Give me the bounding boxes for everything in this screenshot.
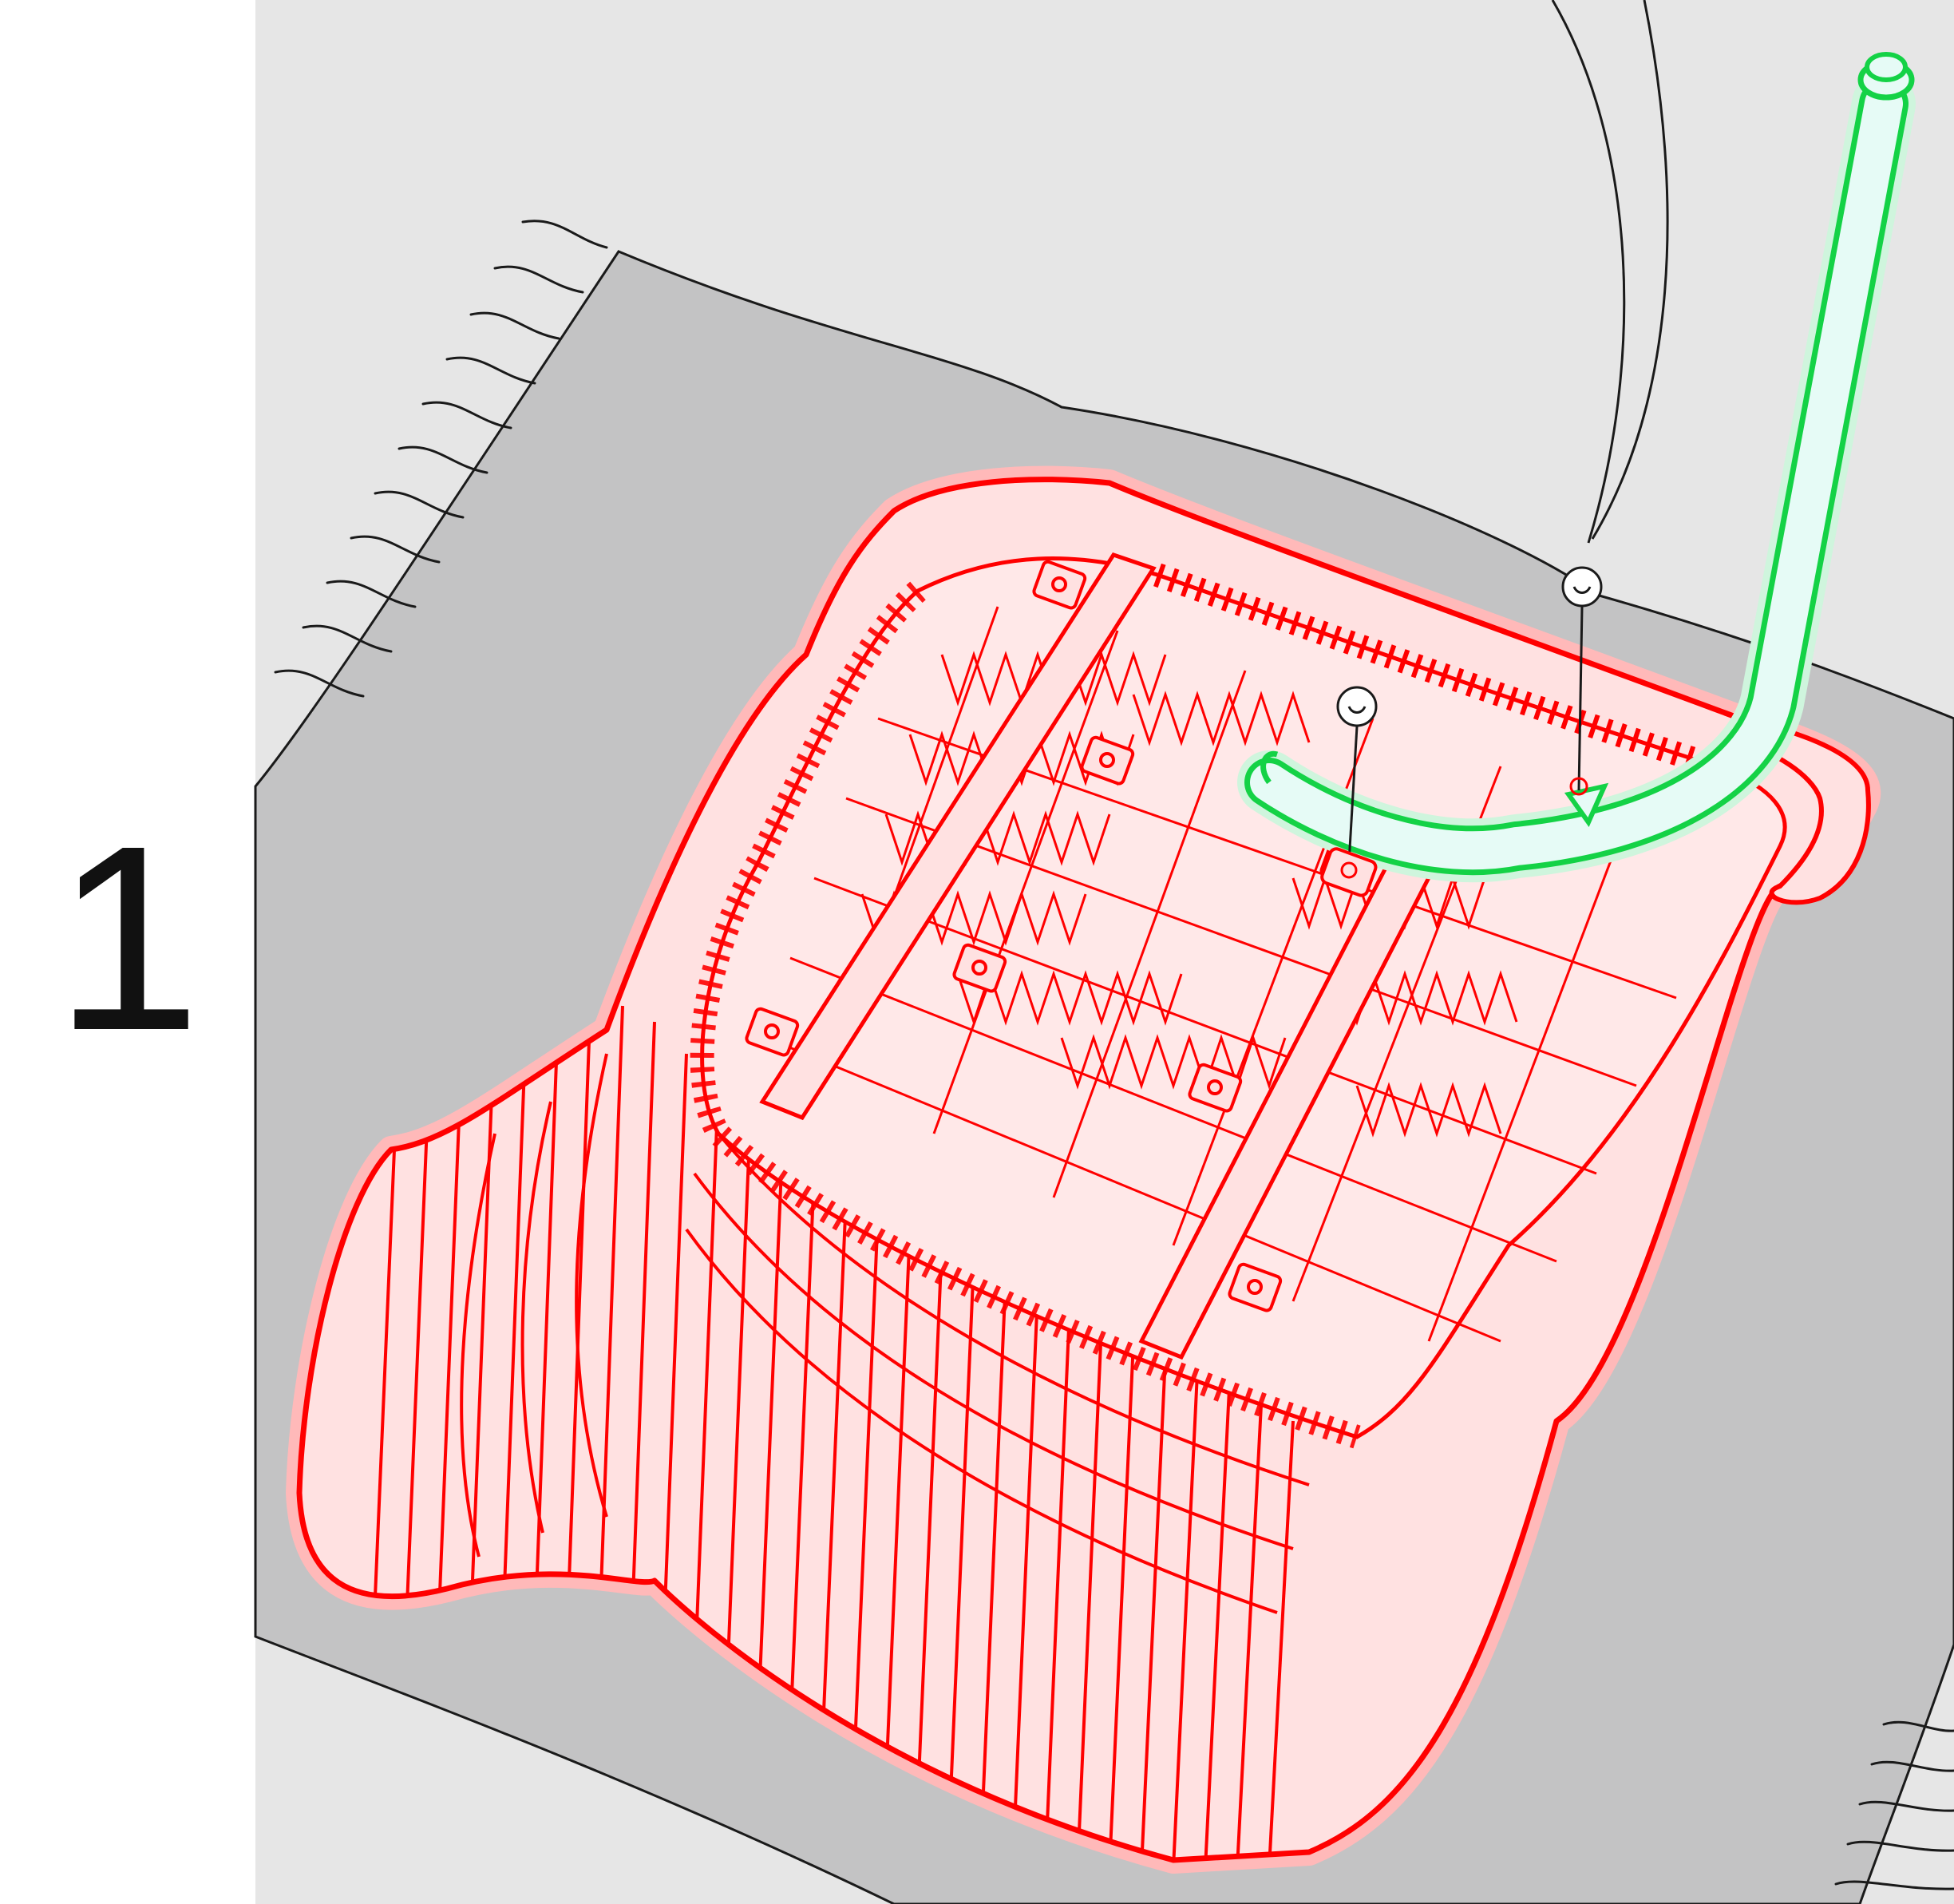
seat-rim-ribs [690,563,1720,1449]
screw-icon [1320,686,1378,897]
mat-folds-left [274,220,608,698]
screw-icon [1561,566,1603,796]
mat-folds-right [1834,1720,1954,1890]
step-number: 1 [54,790,201,1085]
seat-back-flange [1738,715,1871,905]
leader-lines [1551,0,1669,544]
mounting-tabs [745,560,1375,1312]
armrest-tube [1244,52,1915,876]
seat-side-flanges [460,806,1866,1614]
